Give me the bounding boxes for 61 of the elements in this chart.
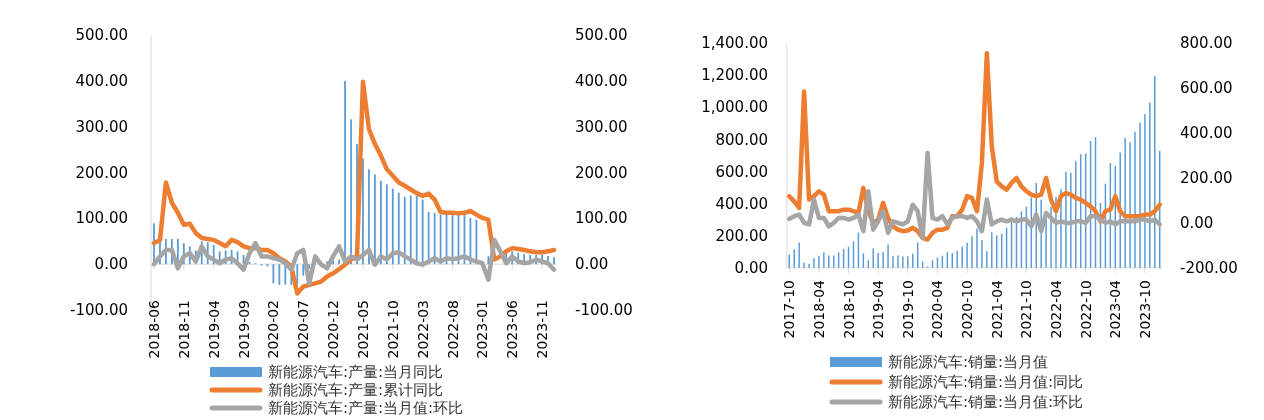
legend-label: 新能源汽车:产量:当月值:环比 — [268, 399, 464, 417]
x-tick-label: 2019-09 — [235, 300, 252, 359]
y2-tick-label: 100.00 — [575, 209, 628, 228]
x-tick-label: 2018-06 — [145, 299, 162, 359]
y-tick-label: 400.00 — [75, 71, 128, 90]
x-tick-label: 2022-10 — [1077, 280, 1094, 339]
x-tick-label: 2021-10 — [1018, 280, 1035, 339]
x-tick-label: 2023-01 — [474, 300, 491, 359]
legend-label: 新能源汽车:产量:累计同比 — [268, 381, 444, 399]
x-tick-label: 2018-10 — [840, 280, 857, 339]
legend-label: 新能源汽车:产量:当月同比 — [268, 363, 444, 381]
x-tick-label: 2023-10 — [1136, 280, 1153, 339]
y2-tick-label: 0.00 — [575, 255, 609, 274]
x-tick-label: 2021-05 — [354, 300, 371, 359]
x-tick-label: 2022-04 — [1048, 279, 1064, 339]
y2-tick-label: 300.00 — [575, 117, 628, 136]
y-tick-label: 1,200.00 — [701, 66, 768, 85]
x-tick-label: 2021-10 — [384, 300, 401, 359]
y2-tick-label: -100.00 — [575, 301, 633, 319]
y-tick-label: 800.00 — [715, 130, 768, 149]
y-tick-label: 400.00 — [715, 194, 768, 213]
x-tick-label: 2018-04 — [810, 279, 827, 339]
y2-tick-label: 0.00 — [1180, 213, 1214, 232]
y-tick-label: 1,400.00 — [701, 34, 768, 53]
x-tick-label: 2023-04 — [1107, 279, 1124, 339]
y-tick-label: 200.00 — [715, 226, 768, 245]
y2-tick-label: 600.00 — [1180, 79, 1233, 98]
x-tick-label: 2019-04 — [870, 279, 887, 339]
y2-tick-label: 400.00 — [1180, 124, 1233, 143]
x-tick-label: 2019-04 — [205, 299, 222, 359]
x-tick-label: 2023-11 — [534, 300, 551, 359]
x-tick-label: 2019-10 — [899, 280, 916, 339]
x-tick-label: 2022-08 — [444, 300, 461, 359]
legend-label: 新能源汽车:销量:当月值:同比 — [888, 373, 1084, 391]
y-tick-label: 1,000.00 — [701, 98, 768, 117]
y2-tick-label: 200.00 — [1180, 169, 1233, 187]
x-tick-label: 2020-12 — [325, 300, 342, 359]
x-tick-label: 2022-03 — [414, 300, 431, 359]
y-tick-label: 600.00 — [715, 162, 768, 181]
legend-label: 新能源汽车:销量:当月值 — [888, 353, 1049, 371]
x-tick-label: 2017-10 — [781, 280, 798, 339]
x-tick-label: 2020-10 — [959, 280, 976, 339]
y-tick-label: 100.00 — [75, 209, 128, 228]
y-tick-label: 500.00 — [75, 26, 128, 44]
y2-tick-label: 400.00 — [575, 71, 628, 90]
y-tick-label: 300.00 — [75, 117, 128, 136]
y2-tick-label: -200.00 — [1180, 258, 1238, 277]
y-tick-label: 0.00 — [734, 258, 768, 277]
x-tick-label: 2021-04 — [988, 279, 1005, 339]
x-tick-label: 2023-06 — [504, 299, 521, 359]
y2-tick-label: 200.00 — [575, 163, 628, 182]
x-tick-label: 2020-04 — [929, 279, 946, 339]
y-tick-label: -100.00 — [70, 301, 128, 319]
y2-tick-label: 800.00 — [1180, 34, 1233, 53]
y2-tick-label: 500.00 — [575, 26, 628, 44]
x-tick-label: 2020-02 — [265, 300, 282, 359]
x-tick-label: 2018-11 — [175, 300, 192, 359]
y-tick-label: 200.00 — [75, 163, 128, 182]
legend-label: 新能源汽车:销量:当月值:环比 — [888, 393, 1084, 411]
x-tick-label: 2020-07 — [295, 300, 312, 359]
y-tick-label: 0.00 — [94, 255, 128, 274]
